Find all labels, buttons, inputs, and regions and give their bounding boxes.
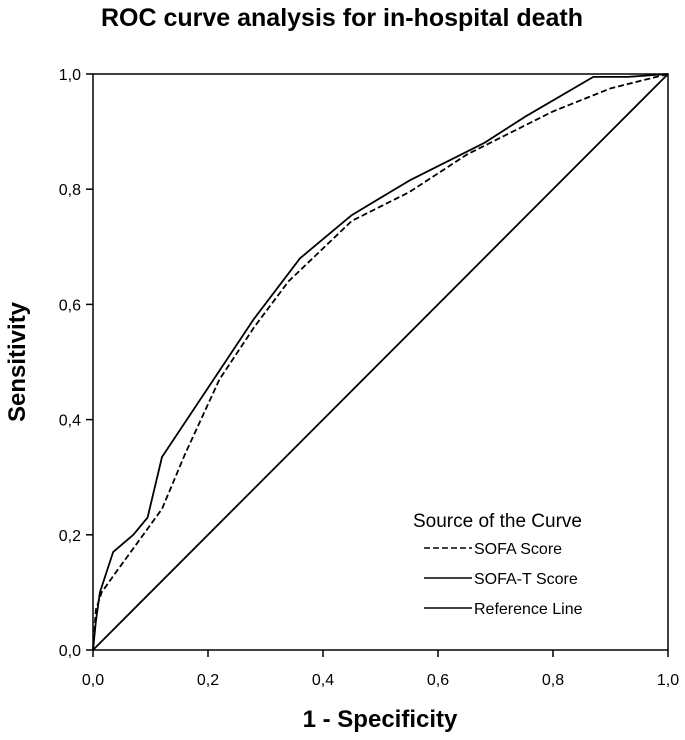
x-axis-ticks: 0,0 0,2 0,4 0,6 0,8 1,0 xyxy=(82,650,679,689)
x-tick-label: 0,0 xyxy=(82,672,104,689)
y-tick-label: 0,2 xyxy=(59,528,81,545)
x-tick-label: 0,4 xyxy=(312,672,334,689)
y-axis-label: Sensitivity xyxy=(4,301,31,422)
y-tick-label: 0,8 xyxy=(59,182,81,199)
legend-label-sofa-t-score: SOFA-T Score xyxy=(474,571,578,588)
series-layer xyxy=(92,73,669,651)
series-line-sofa-t-score xyxy=(92,73,669,651)
y-axis-ticks: 0,0 0,2 0,4 0,6 0,8 1,0 xyxy=(59,67,93,660)
y-tick-label: 0,4 xyxy=(59,413,81,430)
x-tick-label: 1,0 xyxy=(657,672,679,689)
legend: Source of the Curve SOFA Score SOFA-T Sc… xyxy=(413,511,583,618)
series-line-reference-line xyxy=(92,73,669,651)
x-axis-label: 1 - Specificity xyxy=(303,706,458,733)
y-tick-label: 1,0 xyxy=(59,67,81,84)
series-line-sofa-score xyxy=(92,73,669,651)
y-tick-label: 0,0 xyxy=(59,643,81,660)
x-tick-label: 0,2 xyxy=(197,672,219,689)
x-tick-label: 0,8 xyxy=(542,672,564,689)
y-tick-label: 0,6 xyxy=(59,297,81,314)
legend-label-reference-line: Reference Line xyxy=(474,601,583,618)
legend-title: Source of the Curve xyxy=(413,511,582,532)
x-tick-label: 0,6 xyxy=(427,672,449,689)
chart-title: ROC curve analysis for in-hospital death xyxy=(101,4,583,32)
legend-label-sofa-score: SOFA Score xyxy=(474,541,562,558)
